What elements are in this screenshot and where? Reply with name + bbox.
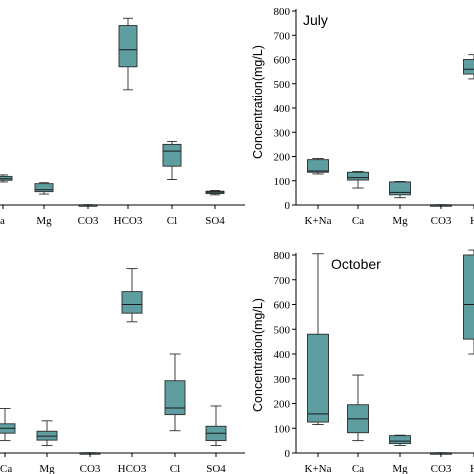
y-tick-label: 200 [274, 399, 291, 411]
x-tick-label: CO3 [80, 463, 101, 474]
box-k-na [307, 333, 329, 423]
y-axis-label: Concentration(mg/L) [251, 298, 265, 412]
x-tick-label: Mg [392, 463, 408, 474]
x-tick-label: CO3 [431, 463, 452, 474]
box-hco3 [463, 59, 474, 75]
x-tick-label: Cl [167, 215, 177, 227]
x-tick-label: Ca [352, 463, 364, 474]
x-tick-label: Mg [392, 215, 408, 227]
box-mg [34, 183, 54, 193]
y-tick-label: 600 [274, 55, 291, 67]
x-tick-label: SO4 [206, 463, 226, 474]
y-tick-label: 400 [274, 103, 291, 115]
y-tick-label: 700 [274, 275, 291, 287]
y-axis-label: Concentration(mg/L) [251, 45, 265, 159]
x-tick-label: Ca [352, 215, 364, 227]
x-tick-label: K+Na [305, 215, 332, 227]
y-tick-label: 0 [285, 448, 291, 460]
panel-title: October [331, 256, 381, 272]
x-tick-label: HCO3 [114, 215, 143, 227]
x-tick-label: HCO3 [118, 463, 147, 474]
x-tick-label: Cl [170, 463, 180, 474]
box-hco3 [121, 291, 143, 314]
x-tick-label: K+Na [305, 463, 332, 474]
y-tick-label: 200 [274, 152, 291, 164]
y-tick-label: 100 [274, 423, 291, 435]
y-tick-label: 500 [274, 324, 291, 336]
box-k-na [307, 159, 329, 173]
box-cl [162, 143, 182, 167]
y-tick-label: 400 [274, 349, 291, 361]
x-tick-label: CO3 [431, 215, 452, 227]
x-tick-label: Mg [36, 215, 52, 227]
y-tick-label: 500 [274, 79, 291, 91]
x-tick-label: a [0, 215, 5, 227]
y-tick-label: 100 [274, 176, 291, 188]
box-mg [389, 181, 411, 196]
x-tick-label: CO3 [78, 215, 99, 227]
y-tick-label: 300 [274, 127, 291, 139]
box-cl [164, 380, 186, 416]
y-tick-label: 0 [285, 200, 291, 212]
box-hco3 [118, 25, 138, 68]
box-hco3 [463, 254, 474, 340]
x-tick-label: Mg [39, 463, 55, 474]
box-mg [389, 435, 411, 445]
x-tick-label: SO4 [205, 215, 225, 227]
y-tick-label: 600 [274, 300, 291, 312]
x-tick-label: Ca [0, 463, 12, 474]
y-tick-label: 800 [274, 6, 291, 18]
x-tick-label: H [470, 463, 474, 474]
y-tick-label: 700 [274, 30, 291, 42]
y-tick-label: 300 [274, 374, 291, 386]
panel-title: July [303, 12, 328, 28]
box-ca [347, 171, 369, 181]
y-tick-label: 800 [274, 250, 291, 262]
x-tick-label: H [470, 215, 474, 227]
